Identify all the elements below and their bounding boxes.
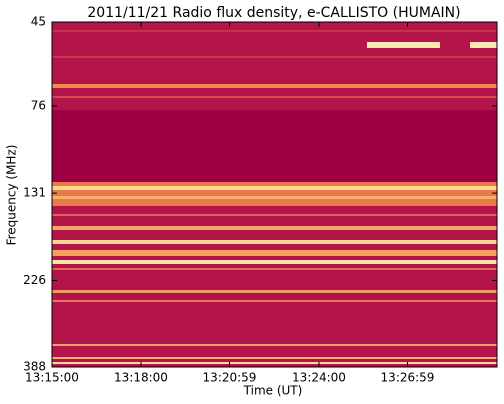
band xyxy=(52,357,497,359)
band xyxy=(52,182,497,206)
x-tick-label: 13:18:00 xyxy=(114,371,168,385)
y-tick-label: 388 xyxy=(23,360,46,374)
band xyxy=(52,260,497,264)
x-tick-label: 13:24:00 xyxy=(292,371,346,385)
plot-frame xyxy=(51,21,498,368)
chart-title: 2011/11/21 Radio flux density, e-CALLIST… xyxy=(87,5,460,21)
x-tick-label: 13:26:59 xyxy=(381,371,435,385)
band xyxy=(52,240,497,244)
band xyxy=(52,110,497,182)
band xyxy=(52,96,497,98)
y-tick-label: 45 xyxy=(31,15,46,29)
x-axis-label: Time (UT) xyxy=(243,384,303,398)
band xyxy=(52,362,497,364)
x-tick-label: 13:15:00 xyxy=(25,371,79,385)
spectrogram xyxy=(52,22,497,367)
band xyxy=(52,300,497,302)
band xyxy=(52,226,497,230)
band xyxy=(470,42,497,48)
band xyxy=(52,186,497,190)
band xyxy=(52,250,497,256)
y-axis-label: Frequency (MHz) xyxy=(5,145,19,246)
band xyxy=(52,214,497,216)
y-tick-label: 76 xyxy=(31,98,46,112)
band xyxy=(367,42,440,48)
band xyxy=(52,268,497,270)
band xyxy=(52,30,497,32)
band xyxy=(52,56,497,58)
band xyxy=(52,84,497,88)
band xyxy=(52,344,497,346)
band xyxy=(52,196,497,199)
band xyxy=(52,290,497,293)
y-tick-label: 226 xyxy=(23,273,46,287)
y-tick-label: 131 xyxy=(23,186,46,200)
x-tick-label: 13:20:59 xyxy=(203,371,257,385)
